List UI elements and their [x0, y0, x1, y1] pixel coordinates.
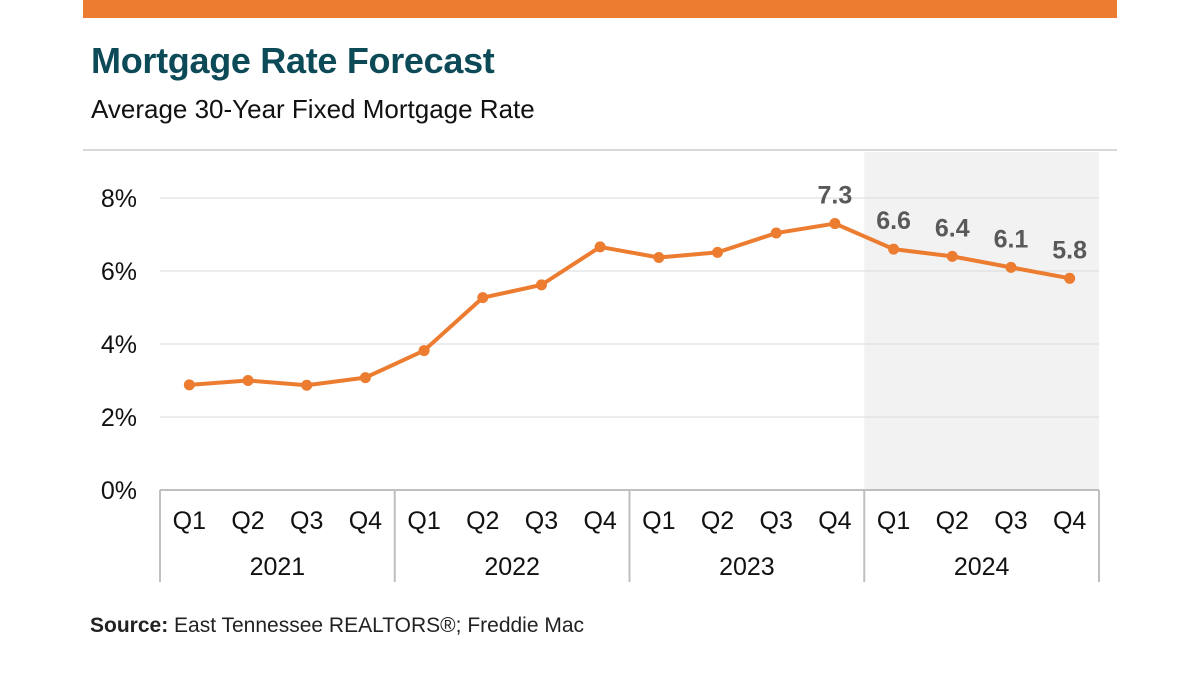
- data-point: [1005, 261, 1017, 273]
- x-tick-label: Q4: [349, 507, 382, 535]
- source-label: Source:: [90, 614, 169, 637]
- x-tick-label: Q3: [525, 507, 558, 535]
- data-label: 5.8: [1052, 236, 1087, 264]
- x-tick-label: Q2: [701, 507, 734, 535]
- x-group-label: 2021: [250, 553, 306, 581]
- x-tick-label: Q4: [583, 507, 616, 535]
- data-point: [477, 292, 489, 304]
- x-tick-label: Q1: [173, 507, 206, 535]
- y-tick-label: 8%: [101, 185, 137, 213]
- y-tick-label: 6%: [101, 258, 137, 286]
- data-label: 6.4: [935, 214, 970, 242]
- data-point: [829, 218, 841, 230]
- header-divider: [83, 149, 1117, 151]
- x-tick-label: Q3: [994, 507, 1027, 535]
- x-tick-label: Q1: [407, 507, 440, 535]
- data-point: [242, 375, 254, 386]
- x-tick-label: Q3: [290, 507, 323, 535]
- data-point: [770, 227, 782, 239]
- data-point: [183, 379, 195, 391]
- x-tick-label: Q3: [760, 507, 793, 535]
- page-title: Mortgage Rate Forecast: [91, 40, 495, 81]
- data-point: [653, 251, 665, 263]
- data-point: [946, 250, 958, 262]
- data-point: [1064, 272, 1076, 284]
- data-point: [418, 345, 430, 357]
- source-text: East Tennessee REALTORS®; Freddie Mac: [174, 614, 585, 637]
- accent-bar: [83, 0, 1117, 18]
- page-subtitle: Average 30-Year Fixed Mortgage Rate: [91, 94, 535, 124]
- x-tick-label: Q2: [936, 507, 969, 535]
- data-point: [888, 243, 900, 255]
- forecast-shade: [864, 152, 1099, 490]
- data-label: 6.6: [876, 207, 911, 235]
- data-point: [712, 246, 724, 258]
- data-label: 7.3: [818, 182, 853, 210]
- x-tick-label: Q4: [818, 507, 851, 535]
- x-tick-label: Q4: [1053, 507, 1086, 535]
- x-tick-label: Q1: [642, 507, 675, 535]
- y-tick-label: 4%: [101, 331, 137, 359]
- data-point: [301, 379, 313, 391]
- x-group-label: 2024: [954, 553, 1010, 581]
- source-note: Source: East Tennessee REALTORS®; Freddi…: [90, 614, 584, 638]
- x-tick-label: Q2: [466, 507, 499, 535]
- x-tick-label: Q2: [231, 507, 264, 535]
- series-line: [189, 221, 1071, 388]
- x-tick-label: Q1: [877, 507, 910, 535]
- y-tick-label: 0%: [101, 477, 137, 505]
- y-tick-label: 2%: [101, 404, 137, 432]
- x-group-label: 2023: [719, 553, 775, 581]
- data-point: [594, 241, 606, 253]
- data-point: [535, 279, 547, 291]
- data-point: [359, 372, 371, 384]
- x-group-label: 2022: [484, 553, 540, 581]
- data-label: 6.1: [994, 225, 1029, 253]
